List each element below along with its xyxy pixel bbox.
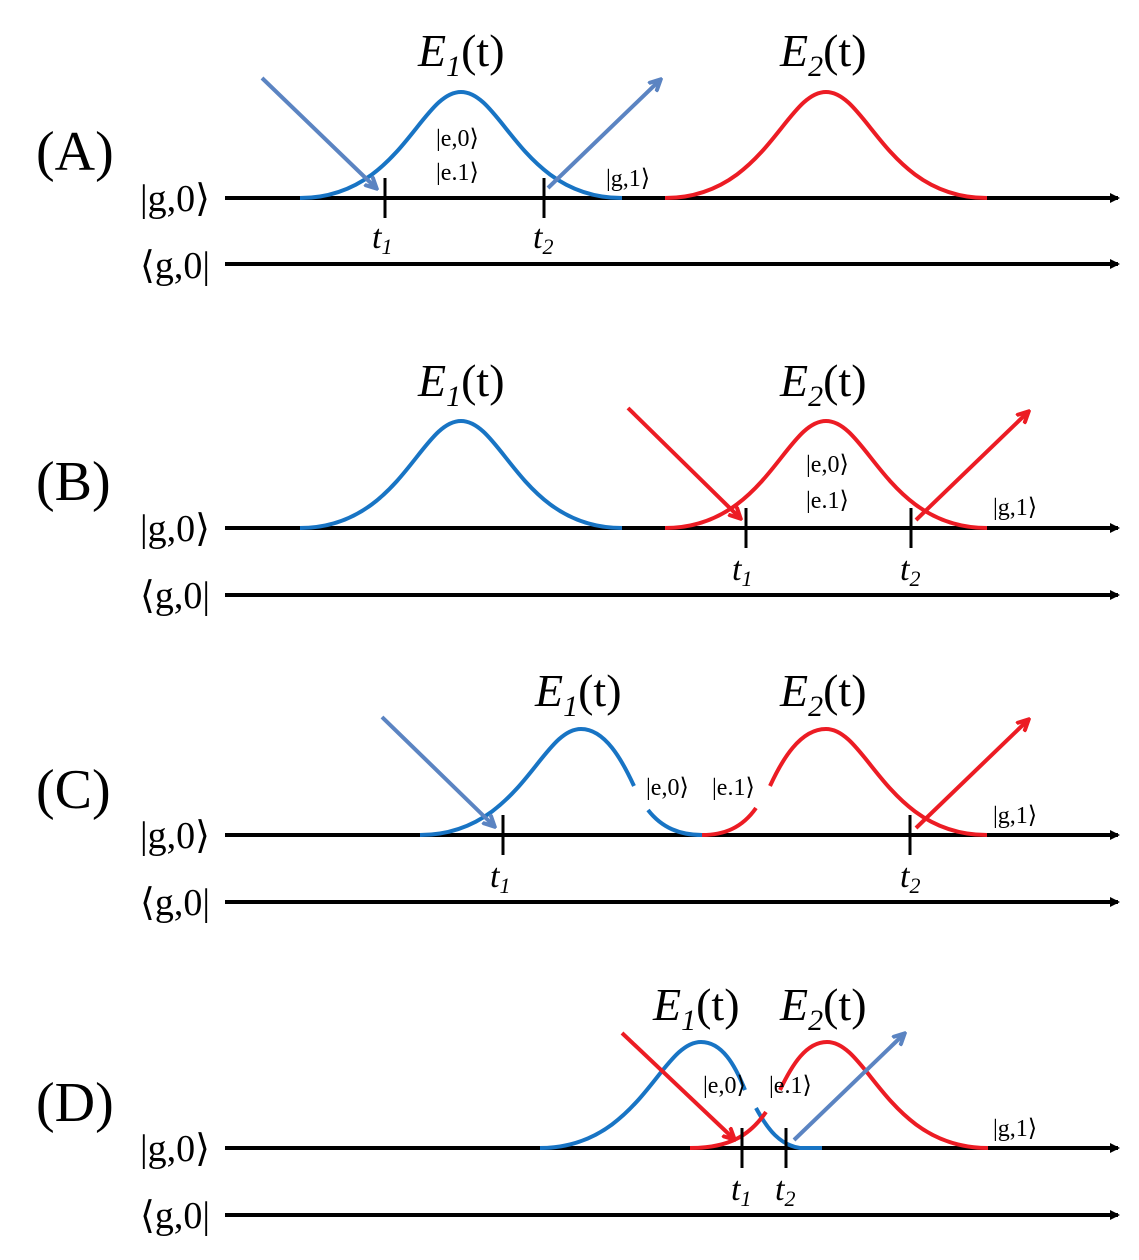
field-title-e1: E1(t) <box>417 25 505 83</box>
pulse-e1 <box>299 89 623 200</box>
panel-label-d: (D) <box>36 1072 114 1134</box>
state-e1: |e.1⟩ <box>712 775 755 801</box>
label-t1: t1 <box>732 551 752 591</box>
pulse-e1 <box>539 1039 747 1150</box>
ket-row-label: |g,0⟩ <box>140 178 210 220</box>
label-t1: t1 <box>731 1171 751 1211</box>
outgoing-photon-arrow <box>792 1034 904 1142</box>
bra-row-label: ⟨g,0| <box>140 245 210 287</box>
ket-row-label: |g,0⟩ <box>140 508 210 550</box>
pulse-e2-head <box>689 1110 768 1150</box>
panel-d: (D) |g,0⟩ ⟨g,0| E1(t) E2(t) t1 t2 |e,0⟩ … <box>36 979 1120 1237</box>
label-t2: t2 <box>900 858 920 898</box>
state-e0: |e,0⟩ <box>646 775 689 801</box>
state-g1: |g,1⟩ <box>993 1116 1037 1142</box>
label-t2: t2 <box>533 219 553 259</box>
state-g1: |g,1⟩ <box>606 166 650 192</box>
label-t2: t2 <box>900 551 920 591</box>
pulse-e2-head <box>701 806 758 837</box>
pulse-e1 <box>419 726 636 837</box>
field-title-e2: E2(t) <box>779 25 867 83</box>
label-t1: t1 <box>372 219 392 259</box>
pulse-e2 <box>768 726 988 837</box>
field-title-e2: E2(t) <box>779 979 867 1037</box>
pulse-e1 <box>299 418 623 530</box>
panel-label-b: (B) <box>36 451 111 513</box>
pulse-e2 <box>778 1039 989 1150</box>
field-title-e1: E1(t) <box>652 979 740 1037</box>
pulse-e1-tail <box>646 808 703 837</box>
state-g1: |g,1⟩ <box>993 803 1037 829</box>
state-e0: |e,0⟩ <box>703 1073 746 1099</box>
state-e0: |e,0⟩ <box>436 126 479 152</box>
pulse-e2 <box>664 418 988 530</box>
panel-label-a: (A) <box>36 121 114 183</box>
state-e1: |e.1⟩ <box>769 1073 812 1099</box>
label-t1: t1 <box>490 858 510 898</box>
pulse-e2 <box>664 89 988 200</box>
field-title-e2: E2(t) <box>779 355 867 413</box>
field-title-e1: E1(t) <box>417 355 505 413</box>
incoming-photon-arrow <box>260 76 376 188</box>
incoming-photon-arrow <box>380 715 494 826</box>
state-e1: |e.1⟩ <box>806 488 849 514</box>
ket-row-label: |g,0⟩ <box>140 1128 210 1170</box>
panel-label-c: (C) <box>36 759 111 821</box>
state-e0: |e,0⟩ <box>806 452 849 478</box>
ket-row-label: |g,0⟩ <box>140 815 210 857</box>
bra-row-label: ⟨g,0| <box>140 882 210 924</box>
bra-row-label: ⟨g,0| <box>140 1195 210 1237</box>
state-g1: |g,1⟩ <box>993 495 1037 521</box>
field-title-e2: E2(t) <box>779 665 867 723</box>
state-e1: |e.1⟩ <box>436 160 479 186</box>
panel-a: (A) |g,0⟩ ⟨g,0| E1(t) E2(t) t1 t2 |e,0⟩ … <box>36 25 1120 287</box>
panel-c: (C) |g,0⟩ ⟨g,0| E1(t) E2(t) t1 t2 |e,0⟩ … <box>36 665 1120 924</box>
bra-row-label: ⟨g,0| <box>140 575 210 617</box>
panel-b: (B) |g,0⟩ ⟨g,0| E1(t) E2(t) t1 t2 |e,0⟩ … <box>36 355 1120 617</box>
field-title-e1: E1(t) <box>534 665 622 723</box>
outgoing-photon-arrow <box>914 412 1028 522</box>
pulse-e1-tail <box>754 1107 822 1150</box>
incoming-photon-arrow <box>620 1031 734 1139</box>
label-t2: t2 <box>775 1171 795 1211</box>
incoming-photon-arrow <box>626 406 740 518</box>
outgoing-photon-arrow <box>914 720 1028 830</box>
outgoing-photon-arrow <box>546 80 660 190</box>
